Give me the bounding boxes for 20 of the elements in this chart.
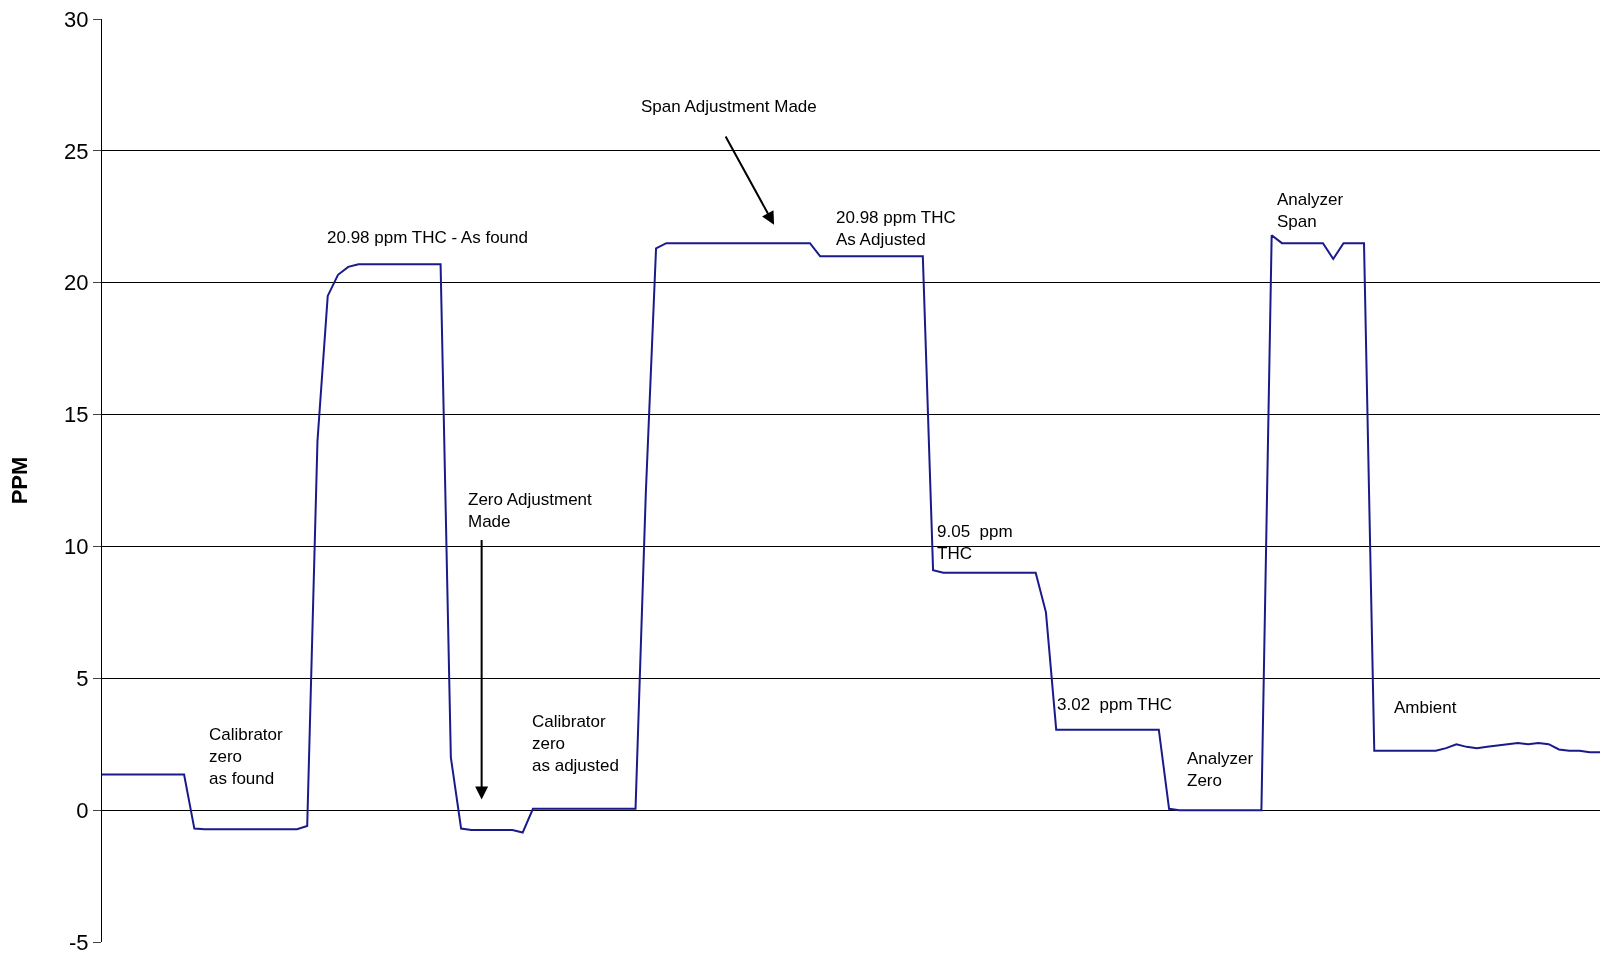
annotation: Zero Adjustment Made: [468, 490, 593, 532]
y-tick-label: 30: [64, 6, 89, 32]
y-axis-title: PPM: [6, 456, 32, 505]
annotation: Ambient: [1394, 698, 1457, 717]
annotation: Analyzer Zero: [1187, 749, 1254, 791]
y-tick-label: 0: [76, 797, 89, 823]
y-tick-label: -5: [69, 929, 89, 955]
annotation: Calibrator zero as adjusted: [532, 712, 619, 776]
y-tick-label: 25: [64, 138, 89, 164]
annotation: Span Adjustment Made: [641, 97, 817, 116]
annotation: Calibrator zero as found: [209, 725, 284, 789]
y-tick-label: 5: [76, 665, 89, 691]
annotation: 20.98 ppm THC As Adjusted: [836, 208, 956, 250]
y-tick-label: 10: [64, 534, 89, 560]
annotation: 20.98 ppm THC - As found: [327, 228, 528, 247]
annotation: 3.02 ppm THC: [1057, 695, 1172, 714]
y-tick-label: 15: [64, 402, 89, 428]
annotation: Analyzer Span: [1277, 190, 1344, 232]
annotation: 9.05 ppm THC: [937, 522, 1013, 564]
y-tick-label: 20: [64, 270, 89, 296]
